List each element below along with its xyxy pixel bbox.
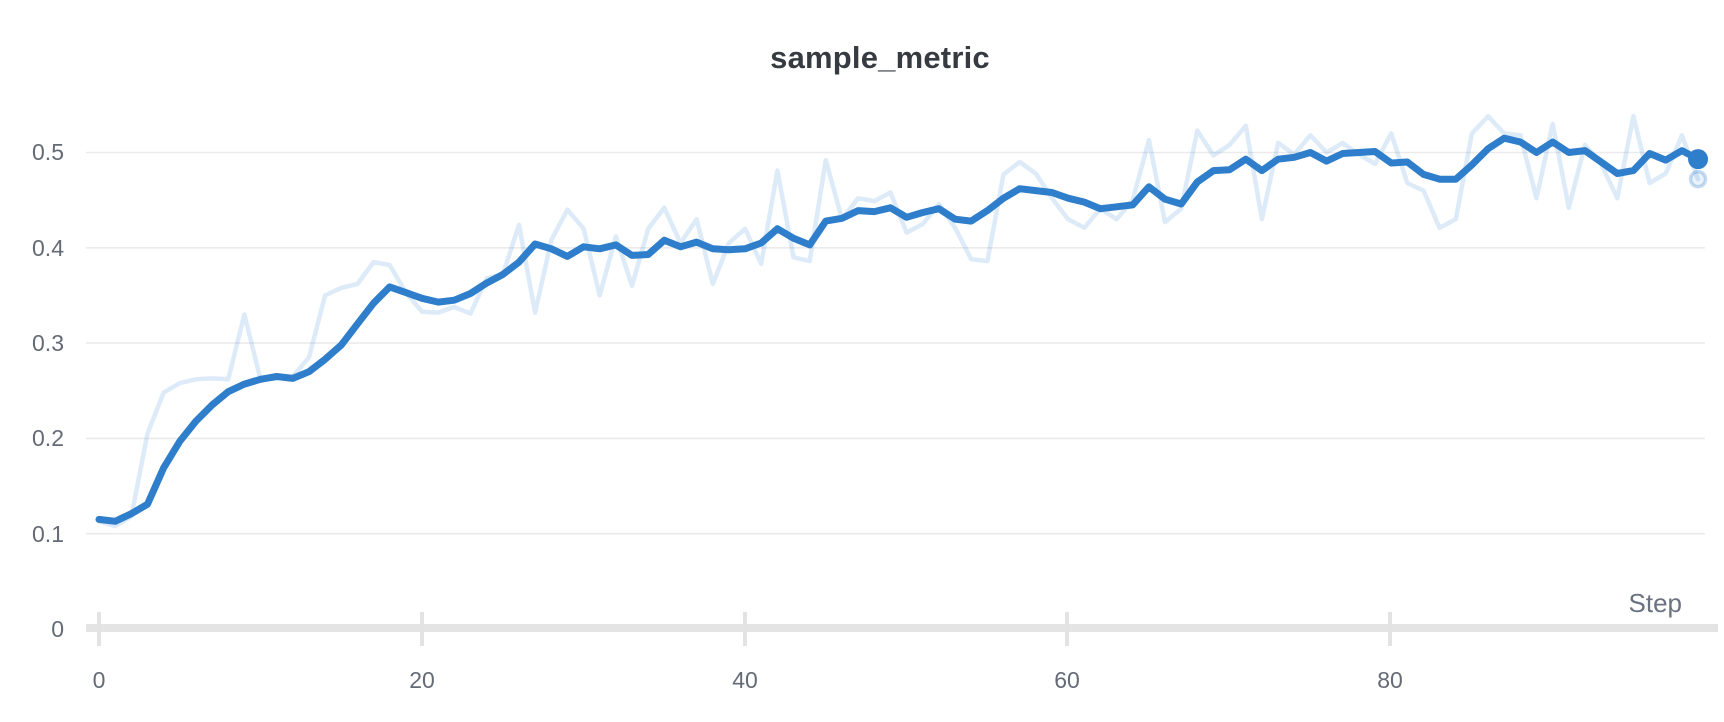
x-axis-label: Step: [1628, 588, 1683, 618]
x-tick-label-80: 80: [1377, 667, 1403, 693]
raw-endpoint-marker[interactable]: [1688, 169, 1708, 189]
chart-title: sample_metric: [770, 40, 990, 75]
y-tick-label-0.2: 0.2: [32, 425, 64, 451]
smoothed-endpoint-marker[interactable]: [1688, 149, 1709, 170]
x-axis-bar: [86, 624, 1718, 632]
y-tick-label-0.1: 0.1: [32, 521, 64, 547]
x-tick-label-0: 0: [92, 667, 106, 693]
smoothed-series-line[interactable]: [95, 134, 1702, 525]
x-axis-ticks: [97, 612, 1392, 646]
y-tick-label-0.4: 0.4: [32, 235, 64, 261]
x-tick-label-40: 40: [732, 667, 758, 693]
y-tick-label-0: 0: [51, 616, 64, 642]
y-tick-label-0.5: 0.5: [32, 139, 64, 165]
gridlines: [86, 151, 1705, 535]
x-tick-label-20: 20: [409, 667, 435, 693]
x-tick-label-60: 60: [1054, 667, 1080, 693]
y-tick-label-0.3: 0.3: [32, 330, 64, 356]
